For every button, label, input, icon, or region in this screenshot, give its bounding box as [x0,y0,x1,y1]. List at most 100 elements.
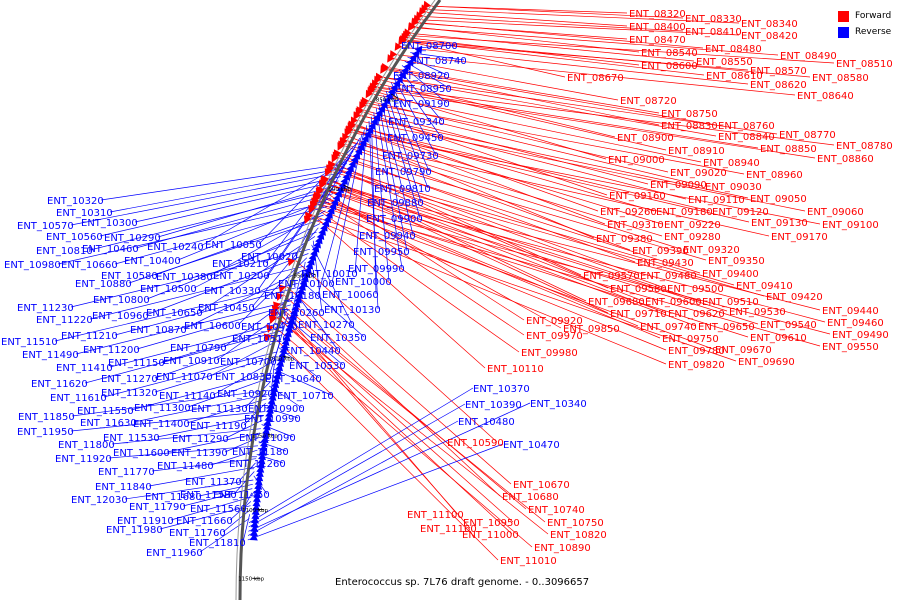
forward-gene-label-84[interactable]: ENT_10110 [487,364,544,375]
reverse-gene-label-53[interactable]: ENT_10510 [232,334,289,345]
forward-gene-label-28[interactable]: ENT_08910 [668,146,725,157]
forward-gene-label-53[interactable]: ENT_09430 [637,258,694,269]
forward-gene-label-18[interactable]: ENT_08640 [797,91,854,102]
forward-gene-label-58[interactable]: ENT_09500 [667,284,724,295]
forward-gene-label-75[interactable]: ENT_09610 [750,333,807,344]
forward-gene-label-91[interactable]: ENT_10750 [547,518,604,529]
reverse-gene-label-64[interactable]: ENT_11410 [56,363,113,374]
reverse-gene-label-103[interactable]: ENT_11790 [129,502,186,513]
reverse-gene-label-16[interactable]: ENT_10060 [322,290,379,301]
reverse-gene-label-56[interactable]: ENT_11210 [61,331,118,342]
forward-gene-label-48[interactable]: ENT_09170 [771,232,828,243]
reverse-gene-label-51[interactable]: ENT_11220 [36,315,93,326]
reverse-gene-label-78[interactable]: ENT_11130 [191,404,248,415]
forward-gene-label-72[interactable]: ENT_09460 [827,318,884,329]
reverse-gene-label-77[interactable]: ENT_11300 [134,403,191,414]
forward-gene-label-22[interactable]: ENT_08830 [661,121,718,132]
forward-gene-label-41[interactable]: ENT_09120 [712,207,769,218]
reverse-gene-label-1[interactable]: ENT_08740 [410,56,467,67]
reverse-gene-label-80[interactable]: ENT_11850 [18,412,75,423]
forward-gene-label-66[interactable]: ENT_09530 [729,307,786,318]
forward-gene-label-3[interactable]: ENT_08400 [629,22,686,33]
forward-gene-label-71[interactable]: ENT_09540 [760,320,817,331]
forward-gene-label-34[interactable]: ENT_09090 [650,180,707,191]
forward-gene-label-8[interactable]: ENT_08490 [780,51,837,62]
forward-gene-label-42[interactable]: ENT_09060 [807,207,864,218]
forward-gene-label-69[interactable]: ENT_09740 [640,322,697,333]
reverse-gene-label-70[interactable]: ENT_10640 [265,374,322,385]
forward-gene-label-23[interactable]: ENT_08840 [718,132,775,143]
reverse-gene-label-25[interactable]: ENT_10330 [204,286,261,297]
reverse-gene-label-112[interactable]: ENT_10390 [465,400,522,411]
reverse-gene-label-29[interactable]: ENT_10570 [17,221,74,232]
forward-gene-label-2[interactable]: ENT_08340 [741,19,798,30]
reverse-gene-label-98[interactable]: ENT_11840 [95,482,152,493]
reverse-gene-label-5[interactable]: ENT_09340 [388,117,445,128]
reverse-gene-label-7[interactable]: ENT_09730 [382,151,439,162]
reverse-gene-label-30[interactable]: ENT_10300 [81,218,138,229]
reverse-gene-label-115[interactable]: ENT_10470 [503,440,560,451]
reverse-gene-label-47[interactable]: ENT_11230 [17,303,74,314]
forward-gene-label-82[interactable]: ENT_09690 [738,357,795,368]
reverse-gene-label-6[interactable]: ENT_09450 [387,133,444,144]
forward-gene-label-77[interactable]: ENT_09750 [662,334,719,345]
forward-gene-label-61[interactable]: ENT_09600 [645,297,702,308]
forward-gene-label-19[interactable]: ENT_08720 [620,96,677,107]
forward-gene-label-25[interactable]: ENT_08900 [617,133,674,144]
reverse-gene-label-24[interactable]: ENT_10200 [213,271,270,282]
reverse-gene-label-114[interactable]: ENT_10480 [458,417,515,428]
reverse-gene-label-31[interactable]: ENT_10560 [46,232,103,243]
reverse-gene-label-83[interactable]: ENT_11190 [190,421,247,432]
reverse-gene-label-100[interactable]: ENT_11450 [213,490,270,501]
reverse-gene-label-90[interactable]: ENT_11600 [113,448,170,459]
reverse-gene-label-13[interactable]: ENT_09950 [353,247,410,258]
reverse-gene-label-94[interactable]: ENT_11480 [157,461,214,472]
reverse-gene-label-2[interactable]: ENT_08920 [393,71,450,82]
reverse-gene-label-87[interactable]: ENT_11290 [172,434,229,445]
reverse-gene-label-92[interactable]: ENT_11180 [232,447,289,458]
reverse-gene-label-82[interactable]: ENT_11400 [133,419,190,430]
forward-gene-label-64[interactable]: ENT_09710 [610,309,667,320]
reverse-gene-label-111[interactable]: ENT_10370 [473,384,530,395]
reverse-gene-label-73[interactable]: ENT_11140 [159,391,216,402]
forward-gene-label-24[interactable]: ENT_08770 [779,130,836,141]
forward-gene-label-57[interactable]: ENT_09580 [610,284,667,295]
reverse-gene-label-10[interactable]: ENT_09880 [367,198,424,209]
forward-gene-label-74[interactable]: ENT_09850 [563,324,620,335]
forward-gene-label-83[interactable]: ENT_09820 [668,360,725,371]
forward-gene-label-49[interactable]: ENT_09380 [596,234,653,245]
reverse-gene-label-0[interactable]: ENT_08700 [401,41,458,52]
legend-reverse[interactable]: Reverse [838,24,891,40]
forward-gene-label-56[interactable]: ENT_09400 [702,269,759,280]
reverse-gene-label-66[interactable]: ENT_11620 [31,379,88,390]
forward-gene-label-89[interactable]: ENT_11100 [407,510,464,521]
reverse-gene-label-85[interactable]: ENT_11950 [17,427,74,438]
reverse-gene-label-67[interactable]: ENT_11270 [101,374,158,385]
forward-gene-label-76[interactable]: ENT_09490 [832,330,889,341]
reverse-gene-label-75[interactable]: ENT_10710 [277,391,334,402]
forward-gene-label-96[interactable]: ENT_11010 [500,556,557,567]
reverse-gene-label-20[interactable]: ENT_10180 [264,291,321,302]
forward-gene-label-1[interactable]: ENT_08330 [685,14,742,25]
forward-gene-label-45[interactable]: ENT_09130 [751,218,808,229]
reverse-gene-label-22[interactable]: ENT_10050 [205,240,262,251]
reverse-gene-label-84[interactable]: ENT_10990 [244,414,301,425]
reverse-gene-label-49[interactable]: ENT_10600 [184,321,241,332]
forward-gene-label-88[interactable]: ENT_10740 [528,505,585,516]
forward-gene-label-36[interactable]: ENT_09160 [609,191,666,202]
forward-gene-label-27[interactable]: ENT_08780 [836,141,893,152]
reverse-gene-label-19[interactable]: ENT_10100 [278,279,335,290]
forward-gene-label-95[interactable]: ENT_10890 [534,543,591,554]
reverse-gene-label-52[interactable]: ENT_10870 [130,325,187,336]
forward-gene-label-59[interactable]: ENT_09410 [736,281,793,292]
reverse-gene-label-4[interactable]: ENT_09190 [393,99,450,110]
forward-gene-label-10[interactable]: ENT_08550 [696,57,753,68]
forward-gene-label-70[interactable]: ENT_09650 [698,322,755,333]
reverse-gene-label-97[interactable]: ENT_11370 [185,477,242,488]
forward-gene-label-33[interactable]: ENT_08960 [746,170,803,181]
forward-gene-label-65[interactable]: ENT_09620 [668,309,725,320]
reverse-gene-label-37[interactable]: ENT_10660 [61,260,118,271]
forward-gene-label-51[interactable]: ENT_09390 [632,246,689,257]
forward-gene-label-85[interactable]: ENT_10590 [447,438,504,449]
